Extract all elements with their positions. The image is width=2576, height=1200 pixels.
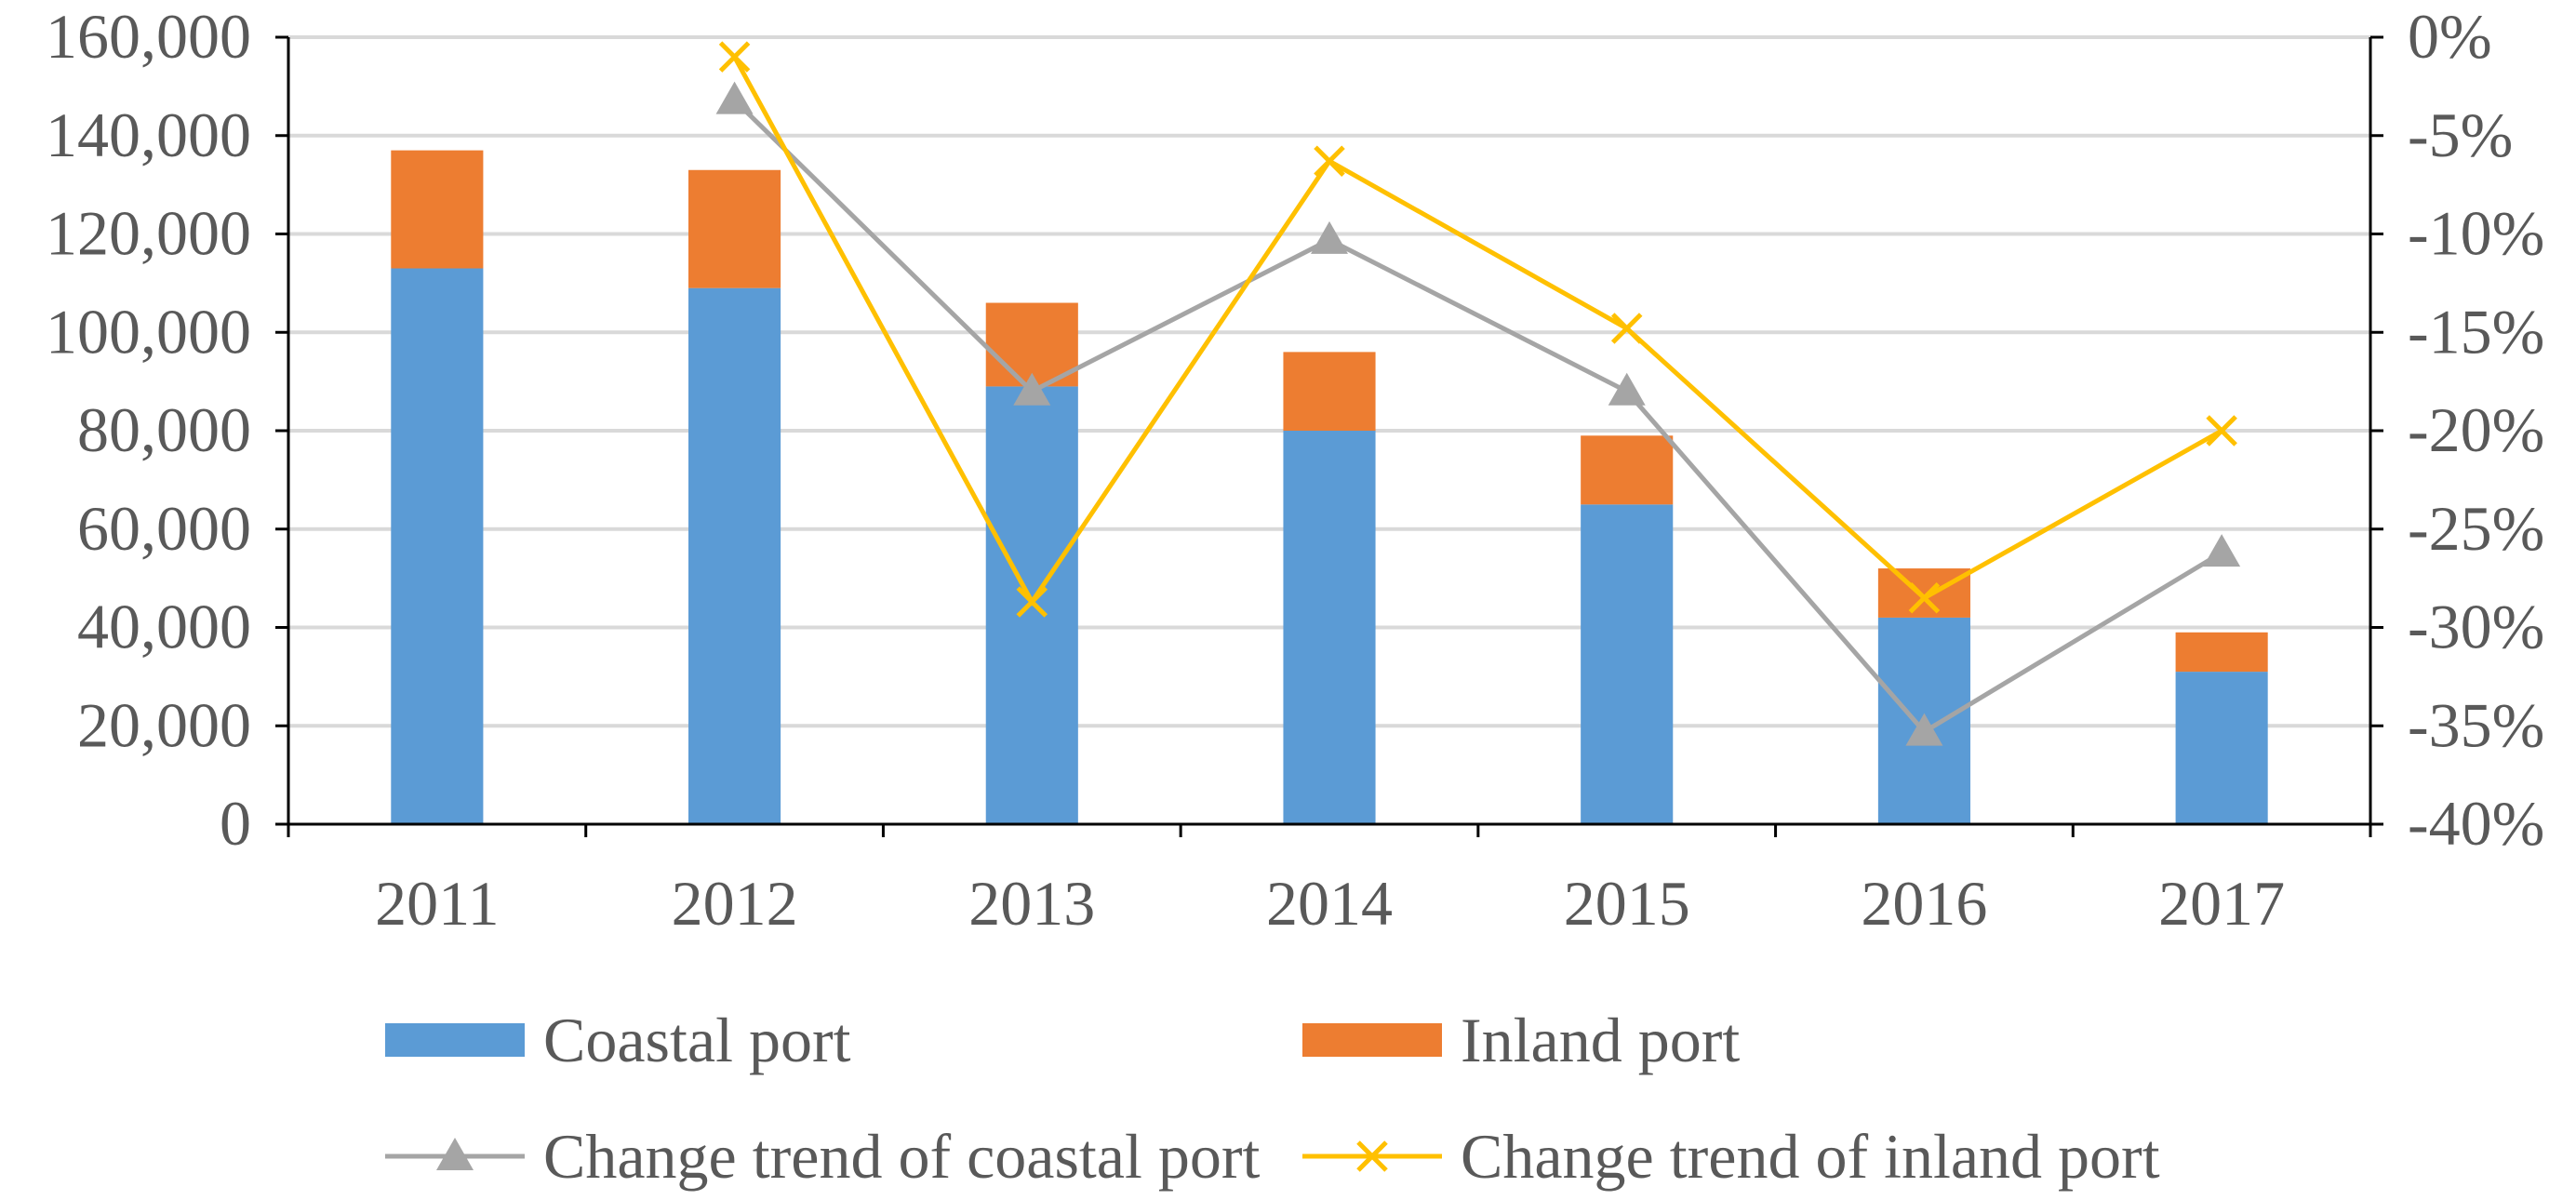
line-change-trend-of-coastal-port — [732, 98, 2223, 735]
x-category-label: 2011 — [375, 868, 499, 939]
tick-labels: 0 20,000 40,000 60,000 80,000 100,000 120,000 1… — [46, 1, 2544, 939]
marker-change-trend-of-inland-port-2013-stroke-b — [1016, 586, 1048, 618]
bar-coastal-port-2017 — [2175, 672, 2268, 824]
bar-inland-port-2013 — [985, 302, 1078, 387]
legend: Coastal port Inland port Change trend of c… — [385, 1005, 2160, 1192]
x-category-label: 2016 — [1861, 868, 1987, 939]
marker-change-trend-of-inland-port-2017-stroke-b — [2206, 415, 2237, 447]
legend-entry-change-trend-of-inland-port: Change trend of inland port — [1302, 1121, 2160, 1192]
legend-label-change-trend-of-coastal-port: Change trend of coastal port — [543, 1121, 1261, 1192]
legend-entry-coastal-port: Coastal port — [385, 1005, 851, 1075]
legend-label-inland-port: Inland port — [1461, 1005, 1740, 1075]
bar-inland-port-2011 — [391, 150, 484, 269]
marker-change-trend-of-coastal-port-2015 — [1608, 372, 1646, 406]
legend-label-coastal-port: Coastal port — [543, 1005, 851, 1075]
bar-inland-port-2017 — [2175, 632, 2268, 673]
left-tick-label: 120,000 — [46, 198, 251, 269]
bar-coastal-port-2012 — [688, 287, 781, 825]
right-tick-label: -30% — [2408, 592, 2544, 662]
legend-entry-inland-port: Inland port — [1302, 1005, 1740, 1075]
left-tick-label: 60,000 — [77, 493, 251, 564]
bar-coastal-port-2011 — [391, 268, 484, 824]
left-tick-label: 80,000 — [77, 394, 251, 465]
right-tick-label: -10% — [2408, 198, 2544, 269]
legend-entry-change-trend-of-coastal-port: Change trend of coastal port — [385, 1121, 1261, 1192]
marker-change-trend-of-inland-port-2012-stroke-b — [718, 41, 751, 73]
marker-change-trend-of-inland-port-2016-stroke-b — [1908, 582, 1941, 614]
bar-coastal-port-2015 — [1581, 504, 1674, 824]
x-category-label: 2014 — [1266, 868, 1393, 939]
marker-change-trend-of-inland-port-2016 — [1908, 582, 1941, 614]
right-tick-label: -5% — [2408, 100, 2513, 170]
legend-marker-change-trend-of-coastal-port — [436, 1138, 474, 1170]
marker-change-trend-of-coastal-port-2013 — [1013, 372, 1051, 406]
right-tick-label: -15% — [2408, 296, 2544, 367]
legend-swatch-coastal-port — [385, 1023, 525, 1057]
line-change-trend-of-inland-port — [732, 55, 2223, 607]
marker-change-trend-of-inland-port-2015 — [1610, 313, 1643, 344]
marker-change-trend-of-coastal-port-2016 — [1905, 713, 1943, 746]
left-tick-label: 100,000 — [46, 296, 251, 367]
right-tick-label: 0% — [2408, 1, 2492, 72]
bar-inland-port-2015 — [1581, 435, 1674, 505]
bar-coastal-port-2014 — [1283, 431, 1376, 824]
left-tick-label: 20,000 — [77, 689, 251, 760]
right-tick-label: -35% — [2408, 689, 2544, 760]
marker-change-trend-of-coastal-port-2012 — [715, 81, 754, 114]
bar-inland-port-2016 — [1877, 568, 1970, 618]
x-category-label: 2015 — [1564, 868, 1690, 939]
axes — [275, 35, 2383, 837]
legend-swatch-inland-port — [1302, 1023, 1442, 1057]
x-category-label: 2017 — [2158, 868, 2285, 939]
right-tick-label: -25% — [2408, 493, 2544, 564]
left-tick-label: 40,000 — [77, 592, 251, 662]
legend-marker-change-trend-of-inland-port-stroke-b — [1356, 1140, 1388, 1172]
marker-change-trend-of-inland-port-2012 — [718, 41, 751, 73]
marker-change-trend-of-coastal-port-2014 — [1311, 220, 1348, 254]
marker-change-trend-of-coastal-port-2017 — [2203, 534, 2241, 567]
x-category-label: 2013 — [968, 868, 1095, 939]
left-tick-label: 140,000 — [46, 100, 251, 170]
left-tick-label: 160,000 — [46, 1, 251, 72]
marker-change-trend-of-inland-port-2014-stroke-b — [1314, 145, 1345, 178]
marker-change-trend-of-inland-port-2017 — [2206, 415, 2237, 447]
legend-marker-change-trend-of-inland-port — [1356, 1140, 1388, 1172]
bar-inland-port-2014 — [1283, 352, 1376, 431]
right-tick-label: -20% — [2408, 394, 2544, 465]
trend-lines — [715, 41, 2241, 746]
marker-change-trend-of-inland-port-2013 — [1016, 586, 1048, 618]
legend-label-change-trend-of-inland-port: Change trend of inland port — [1461, 1121, 2160, 1192]
bar-inland-port-2012 — [688, 169, 781, 288]
x-category-label: 2012 — [672, 868, 798, 939]
marker-change-trend-of-inland-port-2015-stroke-b — [1610, 313, 1643, 344]
left-tick-label: 0 — [220, 788, 251, 859]
marker-change-trend-of-inland-port-2014 — [1314, 145, 1345, 178]
bars — [391, 150, 2268, 825]
right-tick-label: -40% — [2408, 788, 2544, 859]
